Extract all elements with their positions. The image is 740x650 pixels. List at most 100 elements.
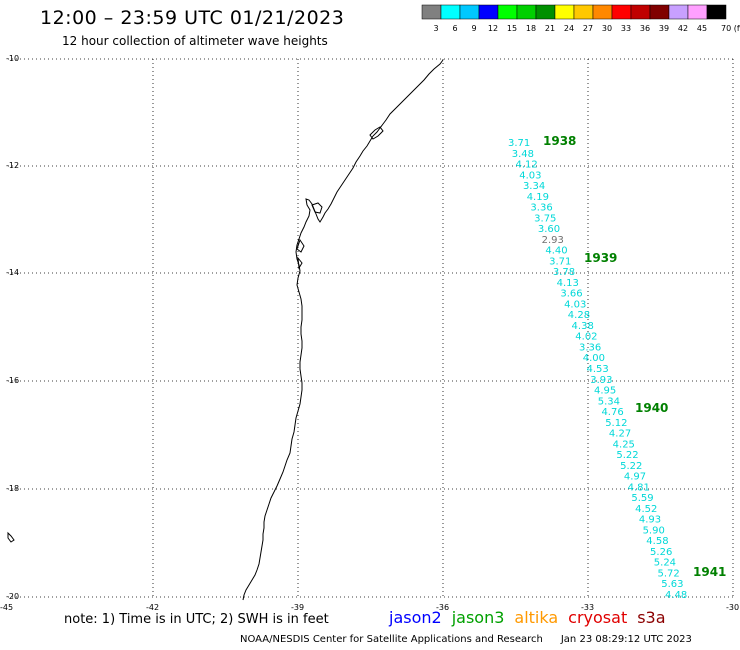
satellite-jason3: jason3 [451,608,505,627]
wave-height-value: 3.66 [560,289,582,300]
legend-label: 42 [678,24,688,33]
latitude-labels: -10 -12 -14 -16 -18 -20 [6,54,19,601]
wave-height-value: 5.22 [616,450,638,461]
legend-swatch [706,4,727,20]
legend-swatch [440,4,461,20]
wave-height-value: 4.03 [519,170,541,181]
wave-height-value: 3.36 [530,203,552,214]
wave-height-value: 5.72 [658,568,680,579]
legend-label: 36 [640,24,650,33]
wave-height-value: 4.40 [545,246,567,257]
wave-height-value: 4.52 [635,504,657,515]
satellite-legend: jason2 jason3 altika cryosat s3a [389,608,676,627]
legend-label: 15 [507,24,517,33]
lon-label: -39 [291,603,304,612]
lon-label: -30 [726,603,739,612]
wave-height-value: 4.27 [609,429,631,440]
legend-swatch [516,4,537,20]
cycle-label: 1940 [635,401,668,415]
legend-swatch [630,4,651,20]
legend-label: 21 [545,24,555,33]
wave-height-value: 3.93 [590,375,612,386]
lat-label: -16 [6,376,19,385]
legend-label: 33 [621,24,631,33]
legend-swatch [668,4,689,20]
legend-swatch [687,4,708,20]
wave-height-value: 4.97 [624,472,646,483]
legend-swatch [611,4,632,20]
legend-label: 39 [659,24,669,33]
wave-height-value: 3.60 [538,224,560,235]
legend-label: 24 [564,24,574,33]
cycle-label: 1938 [543,134,576,148]
wave-height-value: 4.53 [587,364,609,375]
wave-height-value: 4.48 [665,590,687,601]
wave-height-value: 5.63 [661,579,683,590]
legend-label: 9 [471,24,476,33]
wave-height-value: 5.34 [598,396,620,407]
wave-height-value: 3.34 [523,181,545,192]
lat-label: -18 [6,484,19,493]
wave-height-observations: 3.713.484.124.033.344.193.363.753.602.93… [508,138,687,601]
legend-swatch [478,4,499,20]
wave-height-value: 4.95 [594,386,616,397]
lat-label: -10 [6,54,19,63]
legend-swatch [554,4,575,20]
wave-height-value: 5.26 [650,547,672,558]
wave-height-value: 5.59 [631,493,653,504]
wave-height-value: 4.02 [575,332,597,343]
wave-height-value: 5.24 [654,558,676,569]
lon-label: -45 [0,603,13,612]
wave-height-value: 3.36 [579,342,601,353]
legend-swatch [459,4,480,20]
note-text: note: 1) Time is in UTC; 2) SWH is in fe… [64,612,329,627]
legend-label: 27 [583,24,593,33]
lon-label: -36 [436,603,449,612]
wave-height-value: 4.00 [583,353,605,364]
wave-height-value: 5.22 [620,461,642,472]
wave-height-value: 4.25 [613,439,635,450]
legend-label: 45 [697,24,707,33]
satellite-altika: altika [514,608,559,627]
wave-height-value: 4.38 [572,321,594,332]
wave-height-value: 4.19 [527,192,549,203]
pass-cycle-labels: 1938 1939 1940 1941 [543,134,726,579]
lat-label: -14 [6,268,19,277]
credit-text: NOAA/NESDIS Center for Satellite Applica… [240,634,543,645]
cycle-label: 1941 [693,565,726,579]
wave-height-value: 5.90 [643,525,665,536]
wave-height-value: 4.58 [646,536,668,547]
wave-height-value: 4.28 [568,310,590,321]
satellite-cryosat: cryosat [568,608,628,627]
map-title: 12:00 – 23:59 UTC 01/21/2023 [40,7,345,29]
longitude-labels: -45 -42 -39 -36 -33 -30 [0,603,739,612]
satellite-s3a: s3a [637,608,666,627]
legend-label: 70 (ft) [721,24,740,33]
legend-label: 12 [488,24,498,33]
legend-swatch [535,4,556,20]
wave-height-value: 3.71 [508,138,530,149]
wave-height-value: 2.93 [542,235,564,246]
lat-label: -20 [6,592,19,601]
legend-swatch [592,4,613,20]
wave-height-value: 3.71 [549,256,571,267]
lat-label: -12 [6,161,19,170]
footer-credit: NOAA/NESDIS Center for Satellite Applica… [240,634,692,645]
legend-swatch [421,4,442,20]
wave-height-value: 3.48 [512,149,534,160]
grid-lines [8,58,735,598]
wave-height-value: 4.12 [515,160,537,171]
coastline [7,59,444,601]
legend-label: 18 [526,24,536,33]
lon-label: -42 [146,603,159,612]
wave-height-value: 5.12 [605,418,627,429]
legend-swatch [573,4,594,20]
wave-height-value: 4.76 [601,407,623,418]
wave-height-value: 4.93 [639,515,661,526]
cycle-label: 1939 [584,251,617,265]
legend-label: 6 [452,24,457,33]
timestamp: Jan 23 08:29:12 UTC 2023 [560,634,692,645]
wave-height-value: 3.75 [534,213,556,224]
